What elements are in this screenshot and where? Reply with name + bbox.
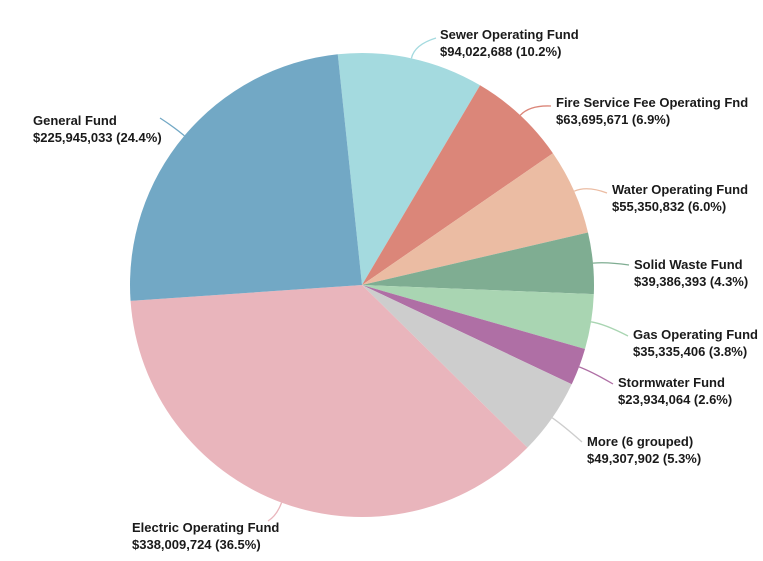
slice-label-value: $35,335,406 (3.8%) xyxy=(633,344,748,359)
pie-slice-water-operating-fund[interactable] xyxy=(362,153,588,285)
pie-slice-stormwater-fund[interactable] xyxy=(362,285,586,385)
pie-slice-sewer-operating-fund[interactable] xyxy=(337,52,481,286)
slice-label-name: Fire Service Fee Operating Fnd xyxy=(556,95,749,110)
pie-slice-fire-service-fee-operating-fnd[interactable] xyxy=(362,85,553,285)
leader-line-electric-operating-fund xyxy=(267,502,283,522)
leader-line-gas-operating-fund xyxy=(590,321,629,337)
slice-label-value: $49,307,902 (5.3%) xyxy=(587,451,702,466)
pie-slice-gas-operating-fund[interactable] xyxy=(362,285,594,349)
slice-label-value: $39,386,393 (4.3%) xyxy=(634,274,749,289)
leader-line-general-fund xyxy=(159,117,185,137)
slice-label-name: More (6 grouped) xyxy=(587,434,694,449)
slice-label-stormwater-fund: Stormwater Fund $23,934,064 (2.6%) xyxy=(618,374,732,408)
leader-line-fire-service-fee-operating-fnd xyxy=(519,105,552,116)
slice-label-electric-operating-fund: Electric Operating Fund $338,009,724 (36.… xyxy=(132,519,279,553)
slice-label-more-6-grouped: More (6 grouped) $49,307,902 (5.3%) xyxy=(587,433,701,467)
slice-label-value: $225,945,033 (24.4%) xyxy=(33,130,162,145)
slice-label-sewer-operating-fund: Sewer Operating Fund $94,022,688 (10.2%) xyxy=(440,26,579,60)
slice-label-water-operating-fund: Water Operating Fund $55,350,832 (6.0%) xyxy=(612,181,748,215)
pie-slice-electric-operating-fund[interactable] xyxy=(130,285,528,518)
slice-label-general-fund: General Fund $225,945,033 (24.4%) xyxy=(33,112,162,146)
slice-label-value: $55,350,832 (6.0%) xyxy=(612,199,727,214)
leader-line-solid-waste-fund xyxy=(592,262,630,266)
slice-label-name: Water Operating Fund xyxy=(612,182,749,197)
slice-label-name: Gas Operating Fund xyxy=(633,327,758,342)
slice-label-name: Stormwater Fund xyxy=(618,375,725,390)
pie-slice-general-fund[interactable] xyxy=(130,54,362,301)
slice-label-name: Solid Waste Fund xyxy=(634,257,743,272)
slice-label-name: General Fund xyxy=(33,113,117,128)
slice-label-gas-operating-fund: Gas Operating Fund $35,335,406 (3.8%) xyxy=(633,326,758,360)
slice-label-solid-waste-fund: Solid Waste Fund $39,386,393 (4.3%) xyxy=(634,256,748,290)
pie-slice-more-6-grouped[interactable] xyxy=(362,285,572,448)
leader-line-more-6-grouped xyxy=(551,417,583,443)
leader-line-sewer-operating-fund xyxy=(410,37,437,59)
leader-line-water-operating-fund xyxy=(573,188,608,194)
slice-label-value: $94,022,688 (10.2%) xyxy=(440,44,562,59)
slice-label-value: $23,934,064 (2.6%) xyxy=(618,392,733,407)
pie-slice-solid-waste-fund[interactable] xyxy=(362,232,595,295)
leader-line-stormwater-fund xyxy=(578,366,614,385)
slice-label-name: Electric Operating Fund xyxy=(132,520,280,535)
slice-label-value: $63,695,671 (6.9%) xyxy=(556,112,671,127)
slice-label-name: Sewer Operating Fund xyxy=(440,27,579,42)
slice-label-fire-service-fee-operating-fnd: Fire Service Fee Operating Fnd $63,695,67… xyxy=(556,94,748,128)
slice-label-value: $338,009,724 (36.5%) xyxy=(132,537,261,552)
